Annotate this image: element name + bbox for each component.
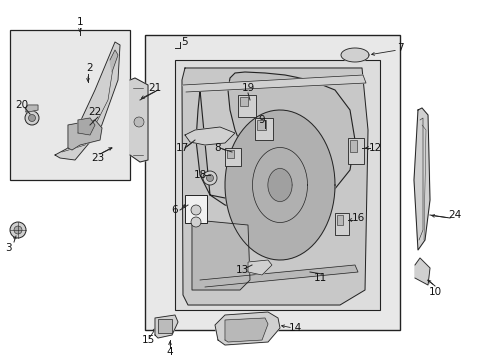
Polygon shape xyxy=(247,260,271,275)
Circle shape xyxy=(134,117,143,127)
Text: 11: 11 xyxy=(313,273,326,283)
Polygon shape xyxy=(340,48,368,62)
Bar xyxy=(257,120,265,130)
Bar xyxy=(184,195,206,223)
Text: 12: 12 xyxy=(367,143,381,153)
Text: 14: 14 xyxy=(288,323,301,333)
Bar xyxy=(347,138,363,164)
Text: 3: 3 xyxy=(5,243,11,253)
Text: 19: 19 xyxy=(241,83,254,93)
Polygon shape xyxy=(184,127,235,145)
Circle shape xyxy=(191,217,201,227)
Polygon shape xyxy=(68,120,102,150)
Polygon shape xyxy=(26,105,38,112)
Bar xyxy=(336,215,342,225)
Bar xyxy=(349,140,356,152)
Text: 17: 17 xyxy=(175,143,188,153)
Text: 22: 22 xyxy=(88,107,102,117)
Polygon shape xyxy=(196,72,354,210)
Bar xyxy=(254,118,272,140)
Polygon shape xyxy=(215,312,280,345)
Text: 21: 21 xyxy=(148,83,162,93)
Bar xyxy=(226,150,234,158)
Bar xyxy=(240,97,247,106)
Polygon shape xyxy=(182,68,367,305)
Polygon shape xyxy=(78,118,95,135)
Bar xyxy=(334,213,348,235)
Circle shape xyxy=(203,171,217,185)
Text: 24: 24 xyxy=(447,210,461,220)
Text: 1: 1 xyxy=(77,17,83,27)
Circle shape xyxy=(10,222,26,238)
Text: 10: 10 xyxy=(427,287,441,297)
Bar xyxy=(145,35,399,330)
Circle shape xyxy=(14,226,22,234)
Polygon shape xyxy=(224,318,267,342)
Polygon shape xyxy=(55,42,120,160)
Bar xyxy=(224,148,241,166)
Text: 4: 4 xyxy=(166,347,173,357)
Text: 8: 8 xyxy=(214,143,221,153)
Polygon shape xyxy=(200,265,357,287)
Circle shape xyxy=(28,114,36,122)
Text: 6: 6 xyxy=(171,205,178,215)
Text: 5: 5 xyxy=(182,37,188,47)
Circle shape xyxy=(25,111,39,125)
Bar xyxy=(238,95,256,117)
Circle shape xyxy=(206,175,213,181)
Polygon shape xyxy=(413,108,429,250)
Polygon shape xyxy=(267,168,291,202)
Text: 7: 7 xyxy=(396,43,403,53)
Text: 20: 20 xyxy=(16,100,28,110)
Polygon shape xyxy=(192,220,249,290)
Text: 9: 9 xyxy=(258,115,265,125)
Text: 15: 15 xyxy=(141,335,154,345)
Polygon shape xyxy=(224,110,334,260)
Text: 23: 23 xyxy=(91,153,104,163)
Bar xyxy=(158,319,172,333)
Text: 2: 2 xyxy=(86,63,93,73)
Polygon shape xyxy=(130,78,148,162)
Polygon shape xyxy=(155,315,178,338)
Text: 16: 16 xyxy=(351,213,364,223)
Bar xyxy=(10,30,130,180)
Polygon shape xyxy=(183,75,365,92)
Bar xyxy=(175,60,379,310)
Polygon shape xyxy=(414,258,429,285)
Polygon shape xyxy=(110,50,118,72)
Text: 18: 18 xyxy=(193,170,206,180)
Text: 13: 13 xyxy=(235,265,248,275)
Circle shape xyxy=(191,205,201,215)
